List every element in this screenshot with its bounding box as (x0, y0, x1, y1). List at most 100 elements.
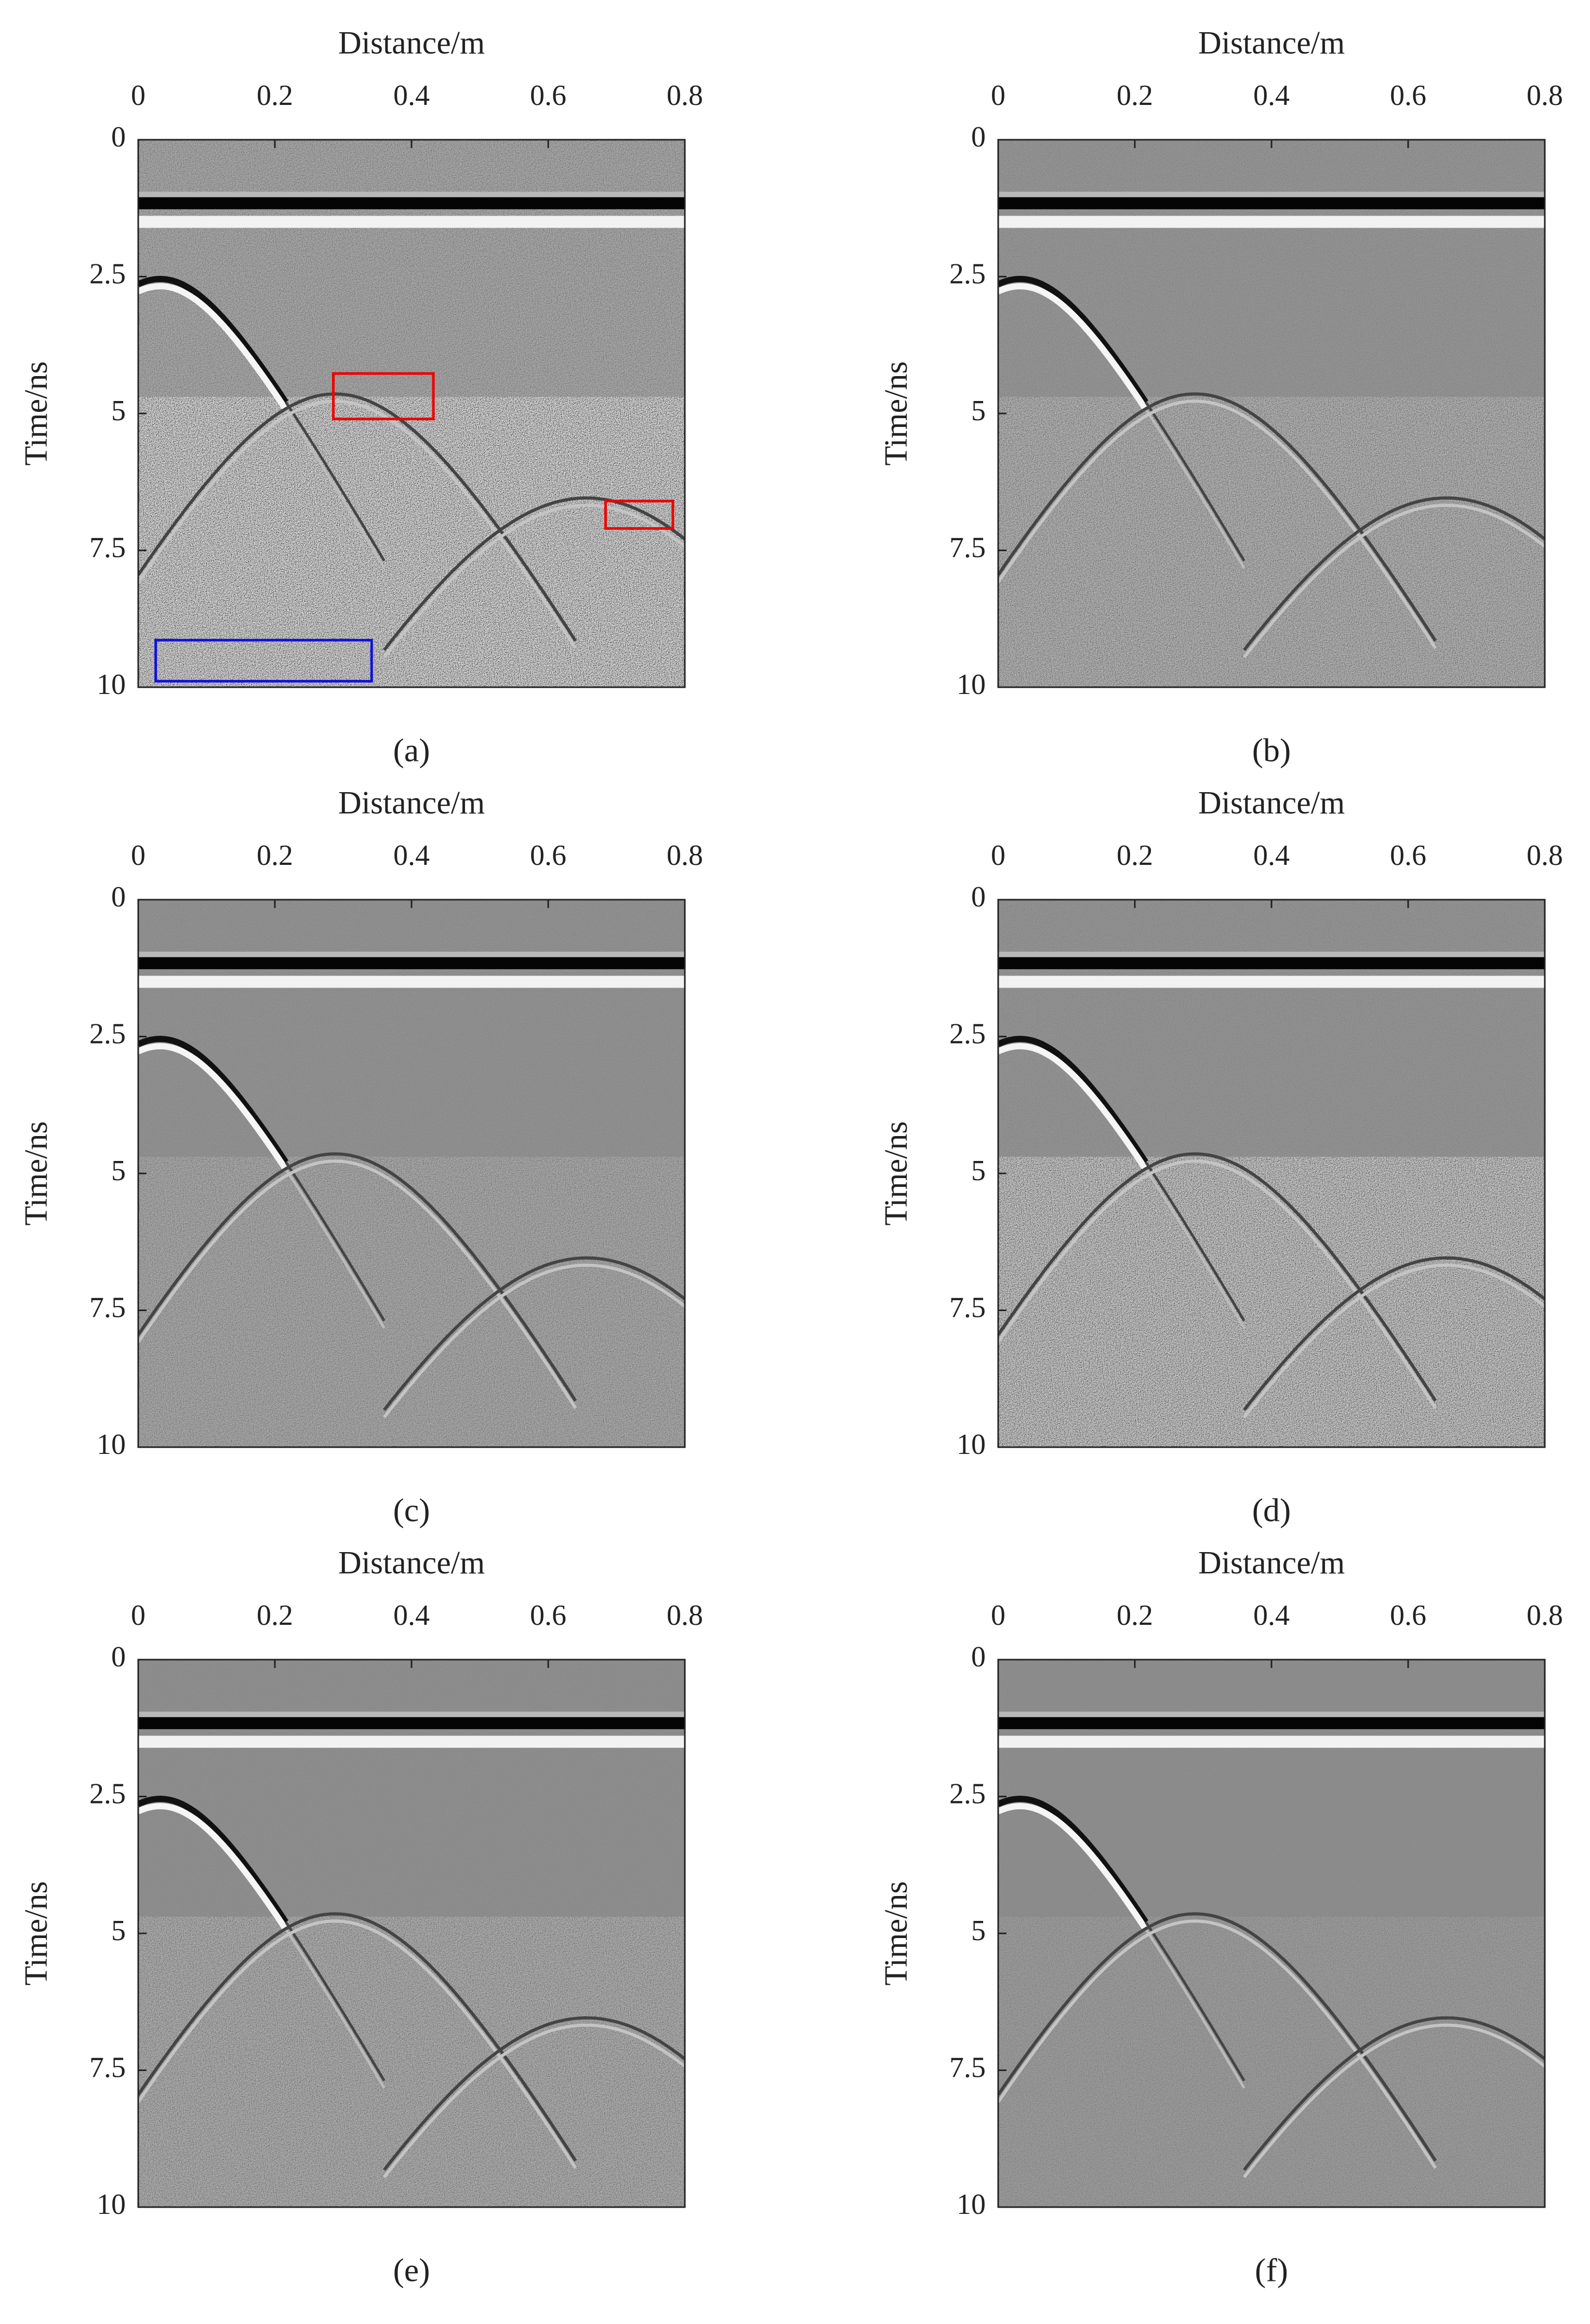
x-tick-label: 0 (131, 79, 145, 112)
y-tick-label: 7.5 (949, 2051, 986, 2083)
x-tick-label: 0 (991, 839, 1005, 872)
x-tick-label: 0.6 (1390, 79, 1426, 112)
reflection (1243, 1256, 1545, 1411)
noise (138, 397, 685, 687)
reflection (284, 1161, 386, 1321)
x-axis-label: Distance/m (1198, 25, 1345, 61)
reflection (138, 1043, 289, 1171)
caption: (b) (1252, 732, 1291, 769)
reflection (138, 1795, 289, 1924)
y-tick-label: 7.5 (89, 531, 126, 564)
reflection (1243, 496, 1545, 651)
reflection (138, 1912, 577, 2162)
panel: 0 0.2 0.4 0.6 0.8 0 2.5 5 7.5 10 Distance/m Time/ns… (19, 1545, 703, 2288)
y-tick-label: 5 (111, 1915, 126, 1947)
band (138, 216, 685, 228)
reflection (383, 496, 685, 651)
reflection (383, 2016, 685, 2171)
noise (138, 1917, 685, 2207)
reflection (138, 399, 577, 649)
reflection (138, 1152, 577, 1402)
band (998, 216, 1545, 228)
reflection (1144, 401, 1246, 562)
caption: (c) (393, 1492, 430, 1529)
y-axis-label: Time/ns (879, 1881, 914, 1985)
x-tick-label: 0 (991, 79, 1005, 112)
x-tick-label: 0.4 (393, 839, 430, 872)
y-tick-label: 5 (971, 1155, 986, 1187)
caption: (e) (393, 2252, 430, 2289)
band (138, 957, 685, 969)
band (998, 976, 1545, 988)
panel: 0 0.2 0.4 0.6 0.8 0 2.5 5 7.5 10 Distance/m Time/ns… (19, 25, 703, 768)
y-tick-label: 7.5 (89, 2051, 126, 2083)
y-tick-label: 5 (971, 395, 986, 427)
y-tick-label: 5 (111, 1155, 126, 1187)
x-tick-label: 0.6 (1390, 839, 1426, 872)
reflection (138, 275, 289, 404)
x-tick-label: 0.2 (1117, 79, 1153, 112)
y-tick-label: 10 (957, 1428, 986, 1461)
noise (998, 1660, 1545, 1917)
reflection (1144, 1928, 1246, 2089)
annotation-box (604, 500, 674, 530)
band (138, 1717, 685, 1729)
y-tick-label: 7.5 (949, 531, 986, 564)
y-tick-label: 2.5 (949, 258, 986, 290)
x-tick-label: 0.4 (393, 79, 430, 112)
y-tick-label: 0 (111, 881, 126, 913)
radargram (138, 140, 685, 687)
x-axis-label: Distance/m (338, 25, 485, 61)
noise (138, 1157, 685, 1447)
x-tick-label: 0.4 (1253, 1599, 1290, 1632)
x-axis-label: Distance/m (338, 785, 485, 821)
reflection (998, 1795, 1149, 1924)
reflection (1144, 1161, 1246, 1321)
x-tick-label: 0.2 (257, 1599, 293, 1632)
reflection (998, 399, 1437, 649)
y-tick-label: 0 (111, 121, 126, 153)
y-axis-label: Time/ns (879, 1121, 914, 1225)
radargram (138, 1660, 685, 2207)
panel: 0 0.2 0.4 0.6 0.8 0 2.5 5 7.5 10 Distance/m Time/ns… (19, 785, 703, 1528)
y-tick-label: 0 (971, 121, 986, 153)
noise (998, 140, 1545, 397)
reflection (998, 1159, 1437, 1409)
radargram (998, 140, 1545, 687)
y-tick-label: 10 (97, 2188, 126, 2221)
y-tick-label: 2.5 (89, 1018, 126, 1050)
x-tick-label: 0.8 (667, 839, 703, 872)
x-tick-label: 0.8 (667, 79, 703, 112)
reflection (1243, 2016, 1545, 2171)
x-tick-label: 0.6 (530, 79, 566, 112)
caption: (d) (1252, 1492, 1291, 1529)
x-tick-label: 0.2 (1117, 1599, 1153, 1632)
x-tick-label: 0 (131, 1599, 145, 1632)
reflection (1144, 1921, 1246, 2081)
reflection (998, 1043, 1149, 1171)
y-tick-label: 5 (111, 395, 126, 427)
noise (998, 1917, 1545, 2207)
x-axis-label: Distance/m (1198, 1545, 1345, 1581)
x-tick-label: 0.2 (257, 839, 293, 872)
reflection (1144, 1168, 1246, 1329)
band (998, 1735, 1545, 1748)
y-tick-label: 2.5 (89, 258, 126, 290)
band (998, 957, 1545, 969)
y-tick-label: 0 (971, 1641, 986, 1673)
reflection (138, 1159, 577, 1409)
y-tick-label: 10 (97, 1428, 126, 1461)
noise (138, 900, 685, 1157)
reflection (138, 1919, 577, 2169)
y-axis-label: Time/ns (19, 361, 54, 465)
reflection (998, 275, 1149, 404)
reflection (383, 2023, 685, 2179)
reflection (998, 1035, 1149, 1164)
y-tick-label: 0 (971, 881, 986, 913)
reflection (284, 408, 386, 569)
noise (138, 140, 685, 397)
radargram (998, 1660, 1545, 2207)
y-tick-label: 10 (957, 669, 986, 701)
x-tick-label: 0 (131, 839, 145, 872)
